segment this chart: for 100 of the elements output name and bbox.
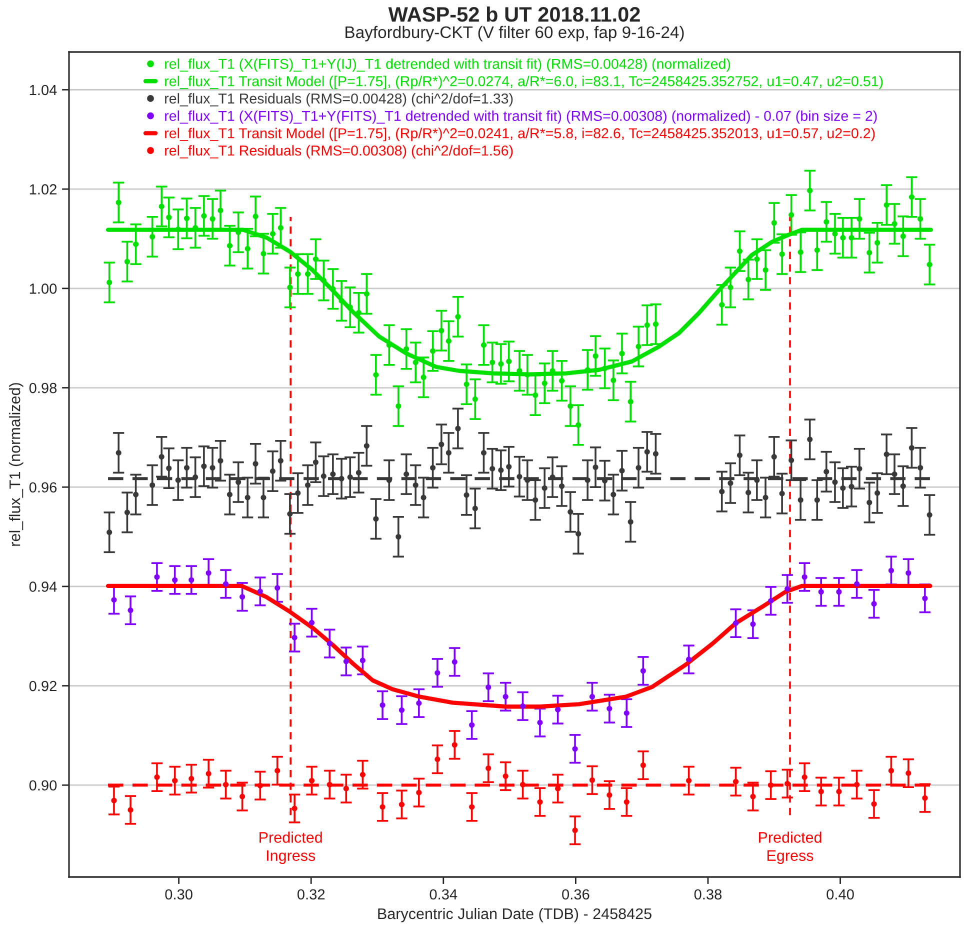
- point: [154, 574, 160, 580]
- point: [206, 770, 212, 776]
- legend-label: rel_flux_T1 (X(FITS)_T1+Y(FITS)_T1 detrended with transit fit) (RMS=0.00308) (normalized) - 0.07 (bin size = 2): [165, 110, 877, 124]
- point: [222, 782, 229, 788]
- point: [452, 742, 458, 748]
- y-tick-label: 0.96: [29, 482, 57, 493]
- point: [768, 782, 774, 788]
- point: [469, 804, 475, 810]
- point: [922, 596, 928, 602]
- point: [326, 640, 332, 646]
- point: [111, 597, 117, 603]
- point: [750, 621, 756, 627]
- point: [871, 801, 877, 807]
- point: [398, 802, 404, 808]
- point: [434, 670, 440, 676]
- point: [732, 620, 739, 626]
- y-axis-title: rel_flux_T1 (normalized): [9, 383, 24, 546]
- x-tick-label: 0.30: [165, 889, 192, 900]
- legend-label: rel_flux_T1 Transit Model ([P=1.75], (Rp/R*)^2=0.0241, a/R*=5.8, i=82.6, Tc=2458425.352013, u1=0.57, u2=0.2): [165, 128, 875, 142]
- point: [240, 794, 246, 800]
- point: [128, 807, 134, 813]
- point: [854, 782, 860, 788]
- point: [555, 706, 561, 712]
- point: [360, 658, 366, 664]
- point: [292, 806, 298, 812]
- point: [732, 778, 739, 784]
- point: [486, 765, 492, 772]
- x-tick-label: 0.40: [826, 889, 854, 900]
- y-tick-label: 1.02: [30, 184, 56, 195]
- y-tick-label: 0.94: [29, 582, 57, 592]
- point: [188, 776, 194, 782]
- point: [624, 799, 630, 805]
- point: [906, 570, 912, 576]
- point: [589, 694, 595, 700]
- point: [888, 568, 894, 574]
- legend-label: rel_flux_T1 (X(FITS)_T1+Y(IJ)_T1 detrended with transit fit) (RMS=0.00428) (normalized): [165, 58, 730, 72]
- point: [343, 786, 349, 792]
- point: [854, 581, 860, 587]
- point: [836, 788, 842, 794]
- point: [502, 694, 508, 700]
- point: [452, 659, 458, 665]
- x-tick-label: 0.36: [562, 889, 590, 900]
- point: [537, 799, 543, 805]
- point: [640, 762, 646, 768]
- y-tick-label: 1.04: [30, 84, 57, 96]
- point: [111, 798, 117, 804]
- point: [343, 658, 349, 664]
- x-axis-title: Barycentric Julian Date (TDB) - 2458425: [378, 908, 652, 922]
- point: [624, 710, 630, 716]
- point: [802, 774, 808, 780]
- ref-line-label: Predicted Ingress: [260, 832, 322, 864]
- point: [520, 782, 526, 788]
- x-tick-label: 0.34: [430, 889, 458, 900]
- y-tick-label: 0.92: [29, 680, 56, 692]
- point: [274, 585, 280, 591]
- point: [922, 795, 928, 801]
- point: [398, 707, 404, 713]
- point: [589, 777, 595, 783]
- point: [128, 608, 134, 614]
- point: [750, 794, 756, 800]
- point: [326, 782, 332, 788]
- point: [818, 589, 824, 595]
- point: [188, 577, 194, 583]
- point: [416, 700, 422, 706]
- point: [486, 684, 492, 690]
- point: [686, 656, 692, 662]
- point: [240, 594, 246, 600]
- point: [308, 620, 315, 626]
- point: [836, 589, 842, 595]
- y-tick-label: 1.00: [30, 284, 57, 294]
- point: [257, 588, 263, 594]
- point: [818, 788, 824, 794]
- point: [537, 720, 543, 726]
- point: [768, 598, 774, 604]
- point: [520, 703, 526, 709]
- point: [640, 668, 646, 674]
- point: [572, 746, 578, 752]
- point: [802, 574, 808, 580]
- point: [416, 790, 422, 796]
- point: [172, 577, 178, 583]
- ref-line-label: Predicted Egress: [758, 832, 822, 864]
- point: [871, 601, 877, 607]
- point: [784, 586, 790, 592]
- point: [906, 770, 912, 776]
- point: [784, 780, 790, 786]
- chart-title: WASP-52 b UT 2018.11.02: [388, 6, 640, 22]
- y-tick-label: 0.98: [29, 382, 57, 394]
- point: [172, 778, 178, 784]
- point: [154, 774, 160, 780]
- point: [686, 778, 692, 784]
- point: [308, 778, 315, 784]
- point: [572, 828, 578, 834]
- point: [606, 706, 612, 712]
- legend-label: rel_flux_T1 Transit Model ([P=1.75], (Rp/R*)^2=0.0274, a/R*=6.0, i=83.1, Tc=2458425.352752, u1=0.47, u2=0.51): [165, 76, 883, 90]
- chart-subtitle: Bayfordbury-CKT (V filter 60 exp, fap 9-16-24): [346, 26, 684, 42]
- legend-label: rel_flux_T1 Residuals (RMS=0.00428) (chi^2/dof=1.33): [165, 93, 513, 106]
- point: [380, 804, 386, 810]
- point: [292, 634, 298, 640]
- x-tick-label: 0.32: [297, 889, 325, 900]
- legend-label: rel_flux_T1 Residuals (RMS=0.00308) (chi^2/dof=1.56): [165, 145, 513, 158]
